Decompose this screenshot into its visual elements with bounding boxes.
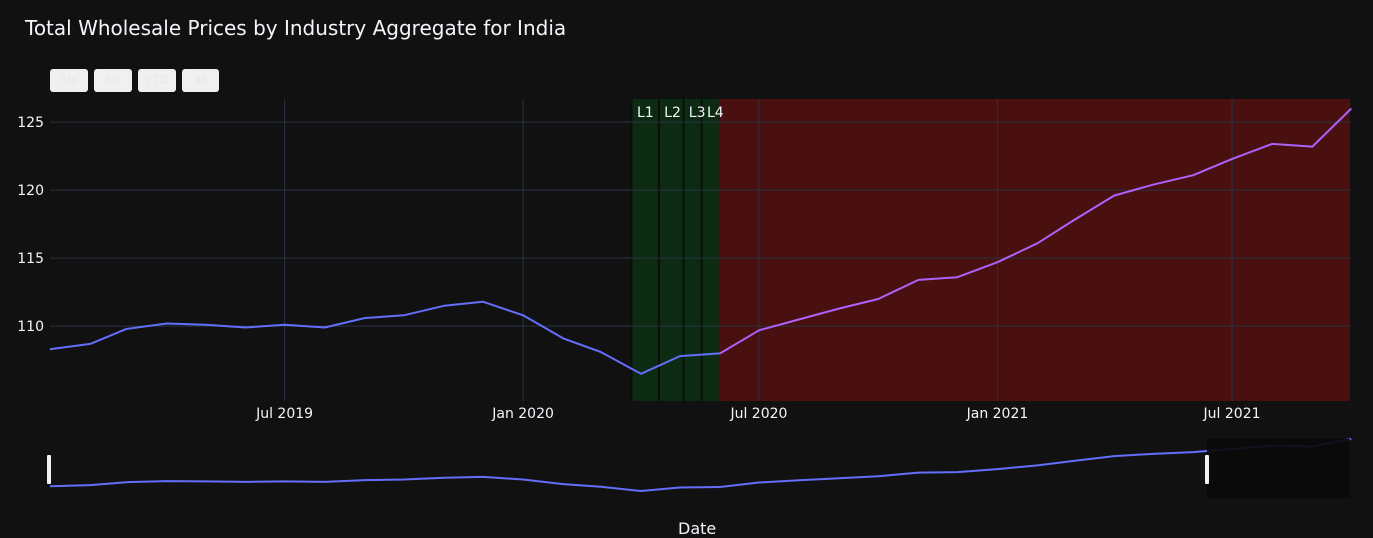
shaded-region-post-lockdown: [718, 99, 1350, 401]
x-tick-label-jan-2021: Jan 2021: [966, 406, 1029, 422]
shaded-region-l1: [631, 99, 658, 401]
series-line-2[interactable]: [719, 107, 1352, 355]
y-tick-label-110: 110: [17, 319, 44, 335]
region-label-l2: L2: [664, 105, 681, 121]
shaded-region-l2: [659, 99, 683, 401]
x-tick-label-jul-2020: Jul 2020: [729, 406, 787, 422]
range-button-1m[interactable]: 1m: [50, 69, 88, 92]
x-tick-label-jan-2020: Jan 2020: [491, 406, 554, 422]
shaded-region-l3: [683, 99, 701, 401]
x-tick-label-jul-2021: Jul 2021: [1203, 406, 1261, 422]
x-tick-label-jul-2019: Jul 2019: [255, 406, 313, 422]
y-tick-label-125: 125: [17, 115, 44, 131]
slider-handle-left[interactable]: [47, 455, 51, 484]
slider-series-line-1: [49, 475, 721, 493]
shaded-region-l4: [701, 99, 719, 401]
range-button-all[interactable]: all: [182, 69, 219, 92]
chart-title: Total Wholesale Prices by Industry Aggre…: [25, 16, 567, 40]
region-label-l4: L4: [707, 105, 724, 121]
series-line-1[interactable]: [49, 300, 721, 375]
y-tick-label-120: 120: [17, 183, 44, 199]
region-label-l3: L3: [689, 105, 706, 121]
slider-handle-right[interactable]: [1205, 455, 1209, 484]
y-tick-label-115: 115: [17, 251, 44, 267]
range-button-6m[interactable]: 6m: [94, 69, 132, 92]
range-button-ytd[interactable]: YTD: [138, 69, 176, 92]
region-label-l1: L1: [637, 105, 654, 121]
slider-unselected-mask: [1207, 439, 1350, 498]
